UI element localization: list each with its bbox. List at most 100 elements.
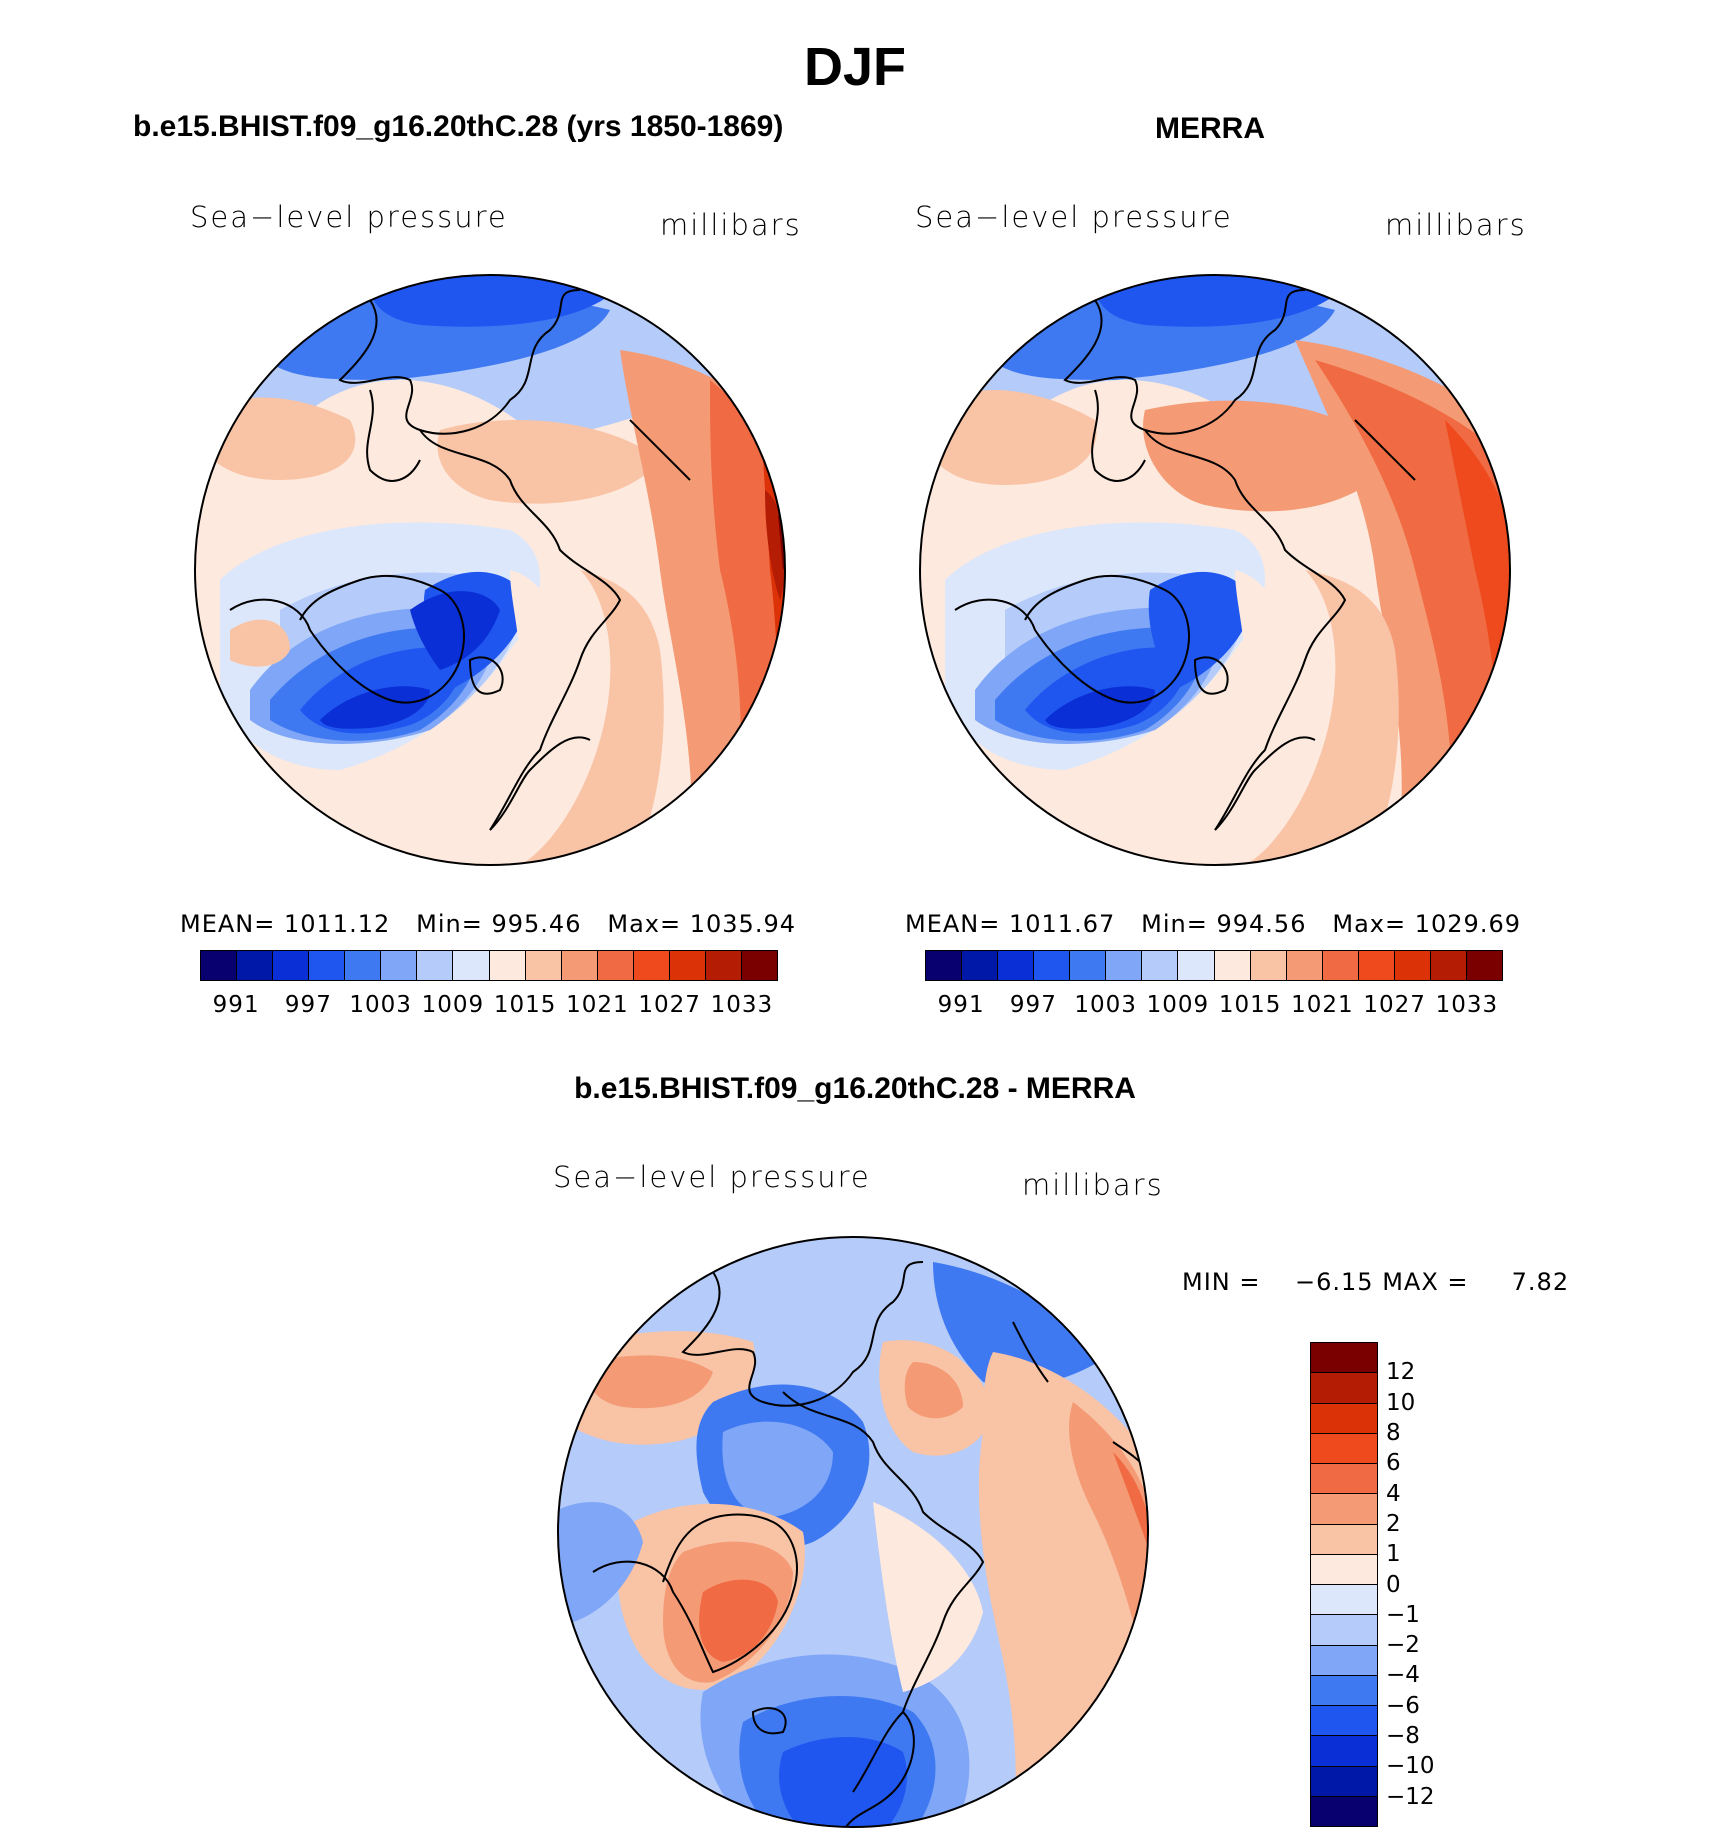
colorbar-tick-label: 4 bbox=[1386, 1480, 1401, 1507]
colorbar-tick-label: 12 bbox=[1386, 1359, 1416, 1386]
diff-units-label: millibars bbox=[1022, 1168, 1164, 1202]
model-units-label: millibars bbox=[660, 208, 802, 242]
colorbar-tick-label: 1033 bbox=[1435, 992, 1499, 1018]
colorbar-cell bbox=[1311, 1705, 1377, 1736]
model-variable-label: Sea−level pressure bbox=[190, 200, 508, 234]
colorbar-tick-label: 1015 bbox=[1218, 992, 1282, 1018]
colorbar-cell bbox=[1466, 951, 1502, 980]
colorbar-cell bbox=[1311, 1463, 1377, 1494]
colorbar-cell bbox=[705, 951, 742, 980]
colorbar-cell bbox=[1311, 1372, 1377, 1403]
colorbar-cell bbox=[1311, 1493, 1377, 1524]
colorbar-tick-label: 1027 bbox=[1363, 992, 1426, 1018]
colorbar-tick-label: 1003 bbox=[1074, 992, 1137, 1018]
diff-colorbar bbox=[1310, 1342, 1378, 1827]
colorbar-cell bbox=[453, 951, 490, 980]
colorbar-tick-label: 991 bbox=[212, 992, 260, 1018]
model-panel-title: b.e15.BHIST.f09_g16.20thC.28 (yrs 1850-1… bbox=[133, 110, 784, 143]
colorbar-cell bbox=[1178, 951, 1215, 980]
colorbar-cell bbox=[1142, 951, 1179, 980]
model-colorbar-labels: 991 997 1003 1009 1015 1021 1027 1033 bbox=[200, 992, 778, 1022]
colorbar-cell bbox=[417, 951, 454, 980]
model-colorbar bbox=[200, 950, 778, 981]
colorbar-tick-label: 1033 bbox=[710, 992, 774, 1018]
colorbar-tick-label: 10 bbox=[1386, 1389, 1416, 1416]
colorbar-cell bbox=[1430, 951, 1467, 980]
colorbar-cell bbox=[561, 951, 598, 980]
diff-stats: MIN = −6.15 MAX = 7.82 bbox=[1182, 1268, 1570, 1296]
colorbar-tick-label: 8 bbox=[1386, 1419, 1401, 1446]
colorbar-cell bbox=[1311, 1795, 1377, 1826]
diff-polar-map bbox=[557, 1236, 1149, 1828]
colorbar-cell bbox=[926, 951, 963, 980]
colorbar-tick-label: 1015 bbox=[493, 992, 557, 1018]
diff-variable-label: Sea−level pressure bbox=[553, 1160, 871, 1194]
colorbar-cell bbox=[1322, 951, 1359, 980]
colorbar-tick-label: 997 bbox=[1009, 992, 1057, 1018]
colorbar-cell bbox=[345, 951, 382, 980]
model-polar-map bbox=[194, 274, 786, 866]
colorbar-cell bbox=[273, 951, 310, 980]
colorbar-cell bbox=[1311, 1674, 1377, 1705]
colorbar-tick-label: 1027 bbox=[638, 992, 701, 1018]
colorbar-cell bbox=[1214, 951, 1251, 980]
colorbar-cell bbox=[597, 951, 634, 980]
obs-colorbar-labels: 991 997 1003 1009 1015 1021 1027 1033 bbox=[925, 992, 1503, 1022]
colorbar-cell bbox=[1394, 951, 1431, 980]
colorbar-cell bbox=[381, 951, 418, 980]
colorbar-cell bbox=[1034, 951, 1071, 980]
colorbar-tick-label: 1021 bbox=[566, 992, 629, 1018]
colorbar-tick-label: 6 bbox=[1386, 1450, 1401, 1477]
colorbar-tick-label: 997 bbox=[284, 992, 332, 1018]
obs-polar-map bbox=[919, 274, 1511, 866]
obs-variable-label: Sea−level pressure bbox=[915, 200, 1233, 234]
colorbar-cell bbox=[1311, 1765, 1377, 1796]
obs-units-label: millibars bbox=[1385, 208, 1527, 242]
diff-colorbar-labels: −12 −10 −8 −6 −4 −2 −1 0 1 2 4 6 8 10 12 bbox=[1386, 1342, 1466, 1827]
colorbar-cell bbox=[1311, 1644, 1377, 1675]
colorbar-tick-label: −8 bbox=[1386, 1723, 1420, 1750]
colorbar-cell bbox=[1311, 1432, 1377, 1463]
colorbar-cell bbox=[1311, 1584, 1377, 1615]
colorbar-cell bbox=[962, 951, 999, 980]
colorbar-tick-label: 1003 bbox=[349, 992, 412, 1018]
colorbar-cell bbox=[525, 951, 562, 980]
colorbar-cell bbox=[201, 951, 238, 980]
colorbar-cell bbox=[1311, 1735, 1377, 1766]
colorbar-tick-label: 2 bbox=[1386, 1510, 1401, 1537]
colorbar-tick-label: 1 bbox=[1386, 1541, 1401, 1568]
model-stats: MEAN= 1011.12 Min= 995.46 Max= 1035.94 bbox=[180, 910, 796, 938]
colorbar-cell bbox=[1106, 951, 1143, 980]
colorbar-tick-label: −4 bbox=[1386, 1662, 1420, 1689]
colorbar-cell bbox=[998, 951, 1035, 980]
obs-colorbar bbox=[925, 950, 1503, 981]
colorbar-cell bbox=[741, 951, 777, 980]
colorbar-cell bbox=[237, 951, 274, 980]
obs-panel-title: MERRA bbox=[1155, 112, 1265, 145]
colorbar-tick-label: −6 bbox=[1386, 1692, 1420, 1719]
colorbar-tick-label: 991 bbox=[937, 992, 985, 1018]
diff-panel-title: b.e15.BHIST.f09_g16.20thC.28 - MERRA bbox=[574, 1072, 1136, 1105]
colorbar-tick-label: 1009 bbox=[1146, 992, 1210, 1018]
colorbar-cell bbox=[1311, 1343, 1377, 1373]
colorbar-cell bbox=[489, 951, 526, 980]
figure-title: DJF bbox=[803, 37, 906, 97]
colorbar-cell bbox=[669, 951, 706, 980]
colorbar-cell bbox=[1358, 951, 1395, 980]
colorbar-cell bbox=[1311, 1553, 1377, 1584]
colorbar-cell bbox=[1311, 1523, 1377, 1554]
colorbar-cell bbox=[309, 951, 346, 980]
obs-stats: MEAN= 1011.67 Min= 994.56 Max= 1029.69 bbox=[905, 910, 1521, 938]
colorbar-cell bbox=[1311, 1402, 1377, 1433]
colorbar-tick-label: 1021 bbox=[1291, 992, 1354, 1018]
colorbar-tick-label: −1 bbox=[1386, 1601, 1420, 1628]
colorbar-cell bbox=[1070, 951, 1107, 980]
colorbar-cell bbox=[633, 951, 670, 980]
colorbar-tick-label: −10 bbox=[1386, 1753, 1435, 1780]
colorbar-tick-label: −2 bbox=[1386, 1632, 1420, 1659]
colorbar-tick-label: −12 bbox=[1386, 1783, 1435, 1810]
colorbar-tick-label: 0 bbox=[1386, 1571, 1401, 1598]
colorbar-cell bbox=[1286, 951, 1323, 980]
colorbar-cell bbox=[1311, 1614, 1377, 1645]
colorbar-tick-label: 1009 bbox=[421, 992, 485, 1018]
